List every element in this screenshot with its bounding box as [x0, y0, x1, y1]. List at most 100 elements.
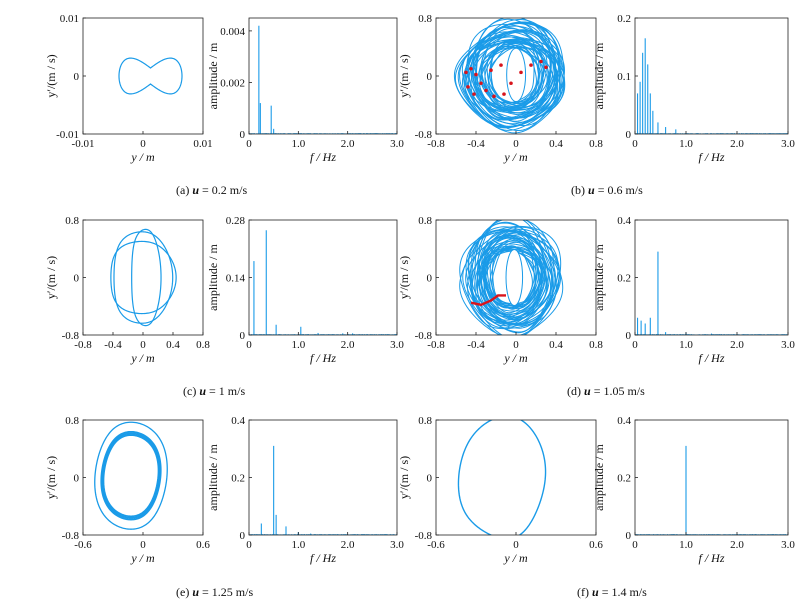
d-spec-ylabel: amplitude / m [592, 244, 606, 311]
f-phase-xlabel: y / m [503, 551, 528, 565]
caption-value: 1.25 m/s [212, 585, 253, 599]
b-phase-poincare-point [519, 71, 523, 75]
b-phase-xtick-label: 0.4 [549, 138, 563, 150]
d-phase-xlabel: y / m [503, 351, 528, 365]
b-phase-xtick-label: 0.8 [589, 138, 603, 150]
b-phase-poincare-point [539, 60, 543, 64]
caption-equals: = [602, 585, 609, 599]
b-phase-xlabel: y / m [503, 150, 528, 164]
b-phase-ylabel: y′/(m / s) [397, 54, 411, 97]
caption-letter: (c) [183, 384, 196, 398]
d-spec-ytick-label: 0.4 [617, 215, 631, 227]
e-phase-trajectory [95, 422, 168, 529]
b-phase-poincare-point [544, 66, 548, 70]
c-spec-xtick-label: 0 [246, 339, 252, 351]
f-spec-ytick-label: 0 [626, 530, 632, 542]
b-phase-plot-area [454, 17, 564, 133]
d-phase-xtick-label: -0.4 [467, 339, 485, 351]
a-spec-xtick-label: 0 [246, 138, 252, 150]
caption-variable: u [199, 384, 206, 398]
d-phase-ytick-label: 0.8 [418, 215, 432, 227]
a-phase-trajectory [119, 58, 182, 94]
f-spec-plot-area [635, 446, 788, 535]
caption-f: (f) u = 1.4 m/s [577, 585, 647, 600]
c-spec-ytick-label: 0.14 [226, 273, 246, 285]
a-spec-ytick-label: 0 [240, 129, 246, 141]
caption-variable: u [584, 384, 591, 398]
f-phase-ytick-label: 0.8 [418, 415, 432, 427]
caption-variable: u [592, 585, 599, 599]
c-phase-xtick-label: -0.4 [104, 339, 122, 351]
b-spec-ytick-label: 0 [626, 129, 632, 141]
caption-letter: (d) [567, 384, 581, 398]
c-spec-xlabel: f / Hz [310, 351, 336, 365]
caption-equals: = [209, 384, 216, 398]
b-phase-poincare-point [474, 73, 478, 77]
c-spec-ytick-label: 0 [240, 330, 246, 342]
d-spec-xlabel: f / Hz [698, 351, 724, 365]
c-spec-plot-area [249, 230, 397, 335]
b-phase-ytick-label: 0.8 [418, 13, 432, 25]
a-spec-xlabel: f / Hz [310, 150, 336, 164]
b-phase-poincare-point [509, 81, 513, 85]
a-spec-xtick-label: 1.0 [291, 138, 305, 150]
e-spec-xtick-label: 1.0 [291, 539, 305, 551]
d-phase-ytick-label: 0 [427, 273, 433, 285]
caption-value: 0.6 m/s [607, 183, 642, 197]
a-phase-frame [83, 18, 203, 134]
a-spec-xtick-label: 3.0 [390, 138, 404, 150]
c-phase-trajectory [111, 241, 176, 313]
caption-value: 1.4 m/s [611, 585, 646, 599]
e-spec-xtick-label: 2.0 [341, 539, 355, 551]
d-spec-ytick-label: 0.2 [617, 273, 631, 285]
c-spec-xtick-label: 1.0 [291, 339, 305, 351]
b-phase-poincare-point [502, 92, 506, 96]
a-phase-ytick-label: 0.01 [60, 13, 79, 25]
c-spec-frame [249, 220, 397, 335]
b-phase-ytick-label: -0.8 [415, 129, 433, 141]
f-phase-ytick-label: 0 [427, 473, 433, 485]
e-phase-ytick-label: 0 [74, 473, 80, 485]
caption-variable: u [192, 585, 199, 599]
a-phase-ytick-label: -0.01 [56, 129, 79, 141]
e-spec-ytick-label: 0 [240, 530, 246, 542]
c-phase-xtick-label: 0.4 [166, 339, 180, 351]
caption-letter: (a) [176, 183, 189, 197]
a-spec-plot-area [249, 26, 397, 134]
b-phase-poincare-point [499, 63, 503, 67]
a-phase-xlabel: y / m [130, 150, 155, 164]
caption-letter: (b) [571, 183, 585, 197]
caption-value: 1 m/s [219, 384, 245, 398]
d-phase-xtick-label: 0 [513, 339, 519, 351]
b-spec-xtick-label: 2.0 [730, 138, 744, 150]
a-spec-ylabel: amplitude / m [206, 42, 220, 109]
b-spec-xtick-label: 3.0 [781, 138, 795, 150]
d-phase-xtick-label: 0.8 [589, 339, 603, 351]
c-spec-xtick-label: 3.0 [390, 339, 404, 351]
b-phase-ytick-label: 0 [427, 71, 433, 83]
caption-letter: (f) [577, 585, 589, 599]
c-spec-ylabel: amplitude / m [206, 244, 220, 311]
caption-variable: u [192, 183, 199, 197]
c-phase-plot-area [111, 229, 176, 325]
c-spec-xtick-label: 2.0 [341, 339, 355, 351]
c-phase-ytick-label: 0.8 [65, 215, 79, 227]
f-spec-ytick-label: 0.4 [617, 415, 631, 427]
d-phase-xtick-label: 0.4 [549, 339, 563, 351]
caption-a: (a) u = 0.2 m/s [176, 183, 247, 198]
d-phase-core [506, 249, 523, 305]
f-phase-ylabel: y′/(m / s) [397, 456, 411, 499]
f-phase-trajectory [458, 416, 545, 539]
e-spec-ytick-label: 0.2 [231, 473, 245, 485]
b-spec-ytick-label: 0.2 [617, 13, 631, 25]
c-phase-ytick-label: 0 [74, 273, 80, 285]
f-spec-ytick-label: 0.2 [617, 473, 631, 485]
